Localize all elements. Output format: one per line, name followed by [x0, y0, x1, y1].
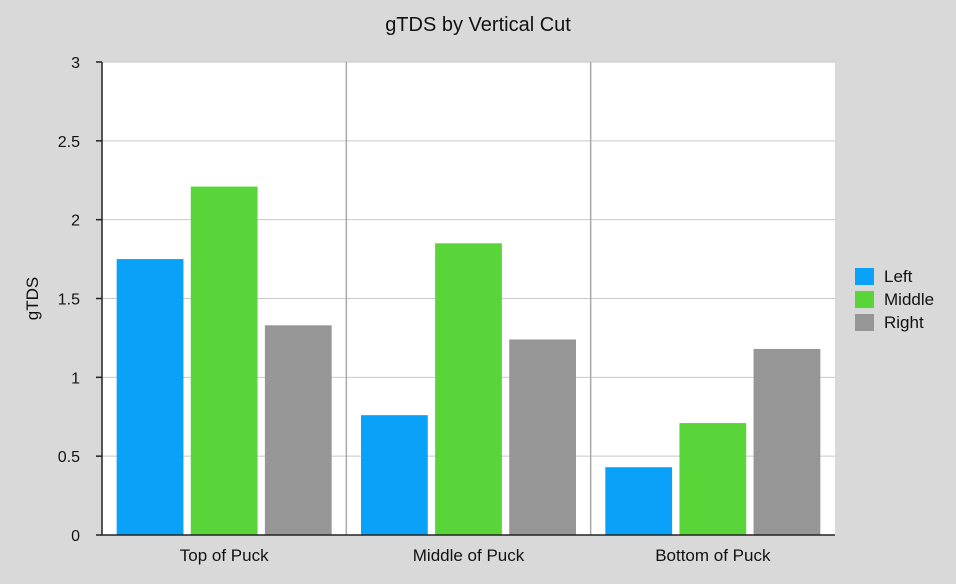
legend-item-middle: Middle — [855, 288, 934, 311]
x-tick-label: Middle of Puck — [413, 546, 525, 565]
y-tick-label: 1.5 — [58, 292, 80, 309]
y-tick-label: 2 — [71, 213, 80, 230]
bar-left — [116, 259, 184, 535]
bar-right — [753, 348, 821, 535]
y-tick-label: 0.5 — [58, 449, 80, 466]
bar-middle — [190, 186, 258, 535]
legend-label: Left — [884, 266, 913, 286]
legend-item-left: Left — [855, 265, 934, 288]
x-tick-label: Top of Puck — [180, 546, 269, 565]
legend-label: Middle — [884, 289, 935, 309]
chart-title: gTDS by Vertical Cut — [385, 14, 571, 36]
legend-label: Right — [884, 312, 924, 332]
y-axis-label: gTDS — [23, 277, 42, 320]
bar-middle — [435, 243, 502, 536]
bar-left — [360, 415, 428, 535]
legend: Left Middle Right — [855, 265, 934, 334]
bar-left — [605, 467, 673, 535]
legend-item-right: Right — [855, 311, 934, 334]
y-tick-label: 1 — [71, 370, 80, 387]
y-tick-label: 0 — [71, 528, 80, 545]
bar-right — [509, 339, 577, 535]
legend-swatch — [855, 314, 874, 331]
y-tick-label: 2.5 — [58, 134, 80, 151]
legend-swatch — [855, 268, 874, 285]
legend-swatch — [855, 291, 874, 308]
bar-right — [264, 325, 332, 535]
bar-middle — [679, 423, 747, 535]
y-tick-label: 3 — [71, 55, 80, 72]
x-tick-label: Bottom of Puck — [655, 546, 771, 565]
